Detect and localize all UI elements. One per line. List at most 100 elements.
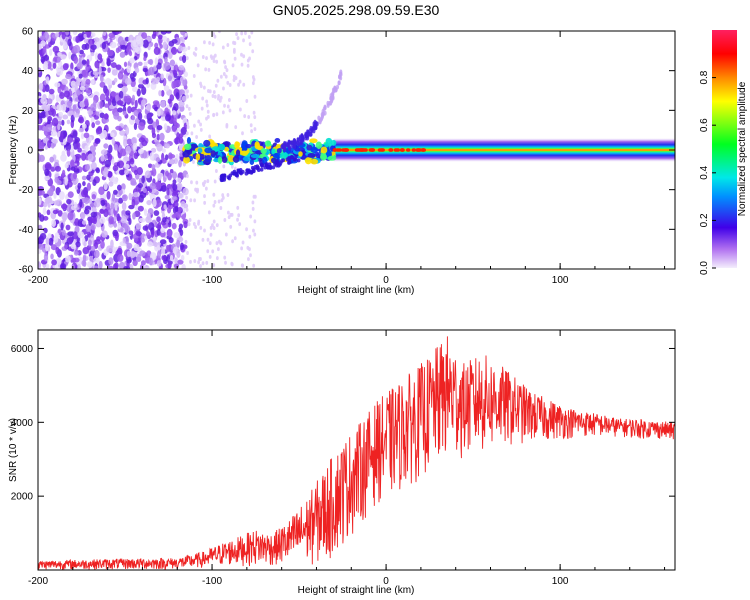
noise-blob [76,62,83,70]
noise-fringe [240,31,244,36]
noise-blob [171,222,177,230]
noise-blob [110,132,115,138]
noise-blob [107,153,113,162]
noise-blob [45,242,49,252]
noise-fringe [211,249,215,254]
noise-blob [152,121,157,129]
noise-blob [83,38,88,43]
noise-blob [65,142,72,152]
signal-fragment [232,156,240,163]
noise-blob [117,107,123,113]
branch-up [285,142,289,148]
noise-blob [121,202,127,211]
noise-blob [178,136,184,144]
noise-blob [116,184,122,191]
noise-blob [146,112,152,121]
signal-fragment [298,151,303,157]
noise-fringe [196,187,200,192]
noise-blob [72,130,78,139]
branch-down [296,158,301,163]
noise-blob [146,199,152,206]
branch-down [250,165,255,170]
noise-fringe [240,62,244,67]
noise-fringe [186,173,189,178]
noise-blob [160,227,166,234]
branch-down [271,165,276,170]
noise-blob [92,179,97,187]
noise-fringe [216,78,220,83]
signal-fragment [310,147,319,153]
noise-fringe [232,40,235,45]
noise-blob [134,200,139,206]
y-tick-label: -40 [19,225,34,236]
noise-fringe [203,40,206,45]
noise-fringe [228,82,232,87]
noise-blob [161,246,166,256]
noise-blob [170,65,175,71]
noise-blob [90,224,96,231]
noise-blob [71,205,76,211]
noise-blob [86,231,91,238]
branch-up [321,113,325,119]
noise-blob [178,56,184,61]
noise-fringe [197,119,201,124]
noise-fringe [232,77,236,82]
y-tick-label: 40 [22,66,34,77]
noise-blob [81,189,88,198]
noise-blob [155,157,161,163]
noise-blob [124,223,128,231]
noise-blob [106,265,114,269]
noise-fringe [240,52,243,57]
noise-blob [58,111,64,117]
noise-fringe [227,98,231,103]
noise-blob [53,200,60,206]
noise-blob [133,243,140,252]
noise-fringe [193,259,197,264]
noise-blob [183,71,189,78]
noise-fringe [248,56,251,61]
noise-blob [88,170,94,177]
noise-blob [90,79,95,85]
noise-blob [123,163,130,170]
noise-blob [61,212,68,221]
noise-blob [141,86,147,96]
noise-blob [39,232,47,240]
noise-blob [143,208,148,216]
noise-blob [131,198,136,208]
noise-blob [80,211,86,220]
noise-fringe [230,212,234,217]
noise-blob [156,133,161,141]
noise-blob [53,192,57,199]
noise-blob [56,104,63,111]
noise-blob [122,237,126,244]
signal-peak [393,148,399,152]
noise-blob [133,109,139,116]
signal-fragment [309,138,318,144]
noise-blob [173,103,179,111]
noise-blob [61,229,66,236]
noise-fringe [199,225,203,230]
noise-blob [76,141,81,149]
noise-blob [45,237,50,245]
noise-blob [162,217,167,223]
noise-fringe [204,67,208,72]
noise-blob [89,218,94,224]
signal-fragment [279,152,288,160]
noise-fringe [206,179,210,184]
noise-blob [117,197,124,204]
noise-blob [108,257,114,266]
noise-fringe [204,186,208,191]
noise-blob [139,264,144,269]
noise-blob [113,77,118,83]
branch-up [331,91,335,97]
noise-blob [157,108,161,117]
noise-blob [116,216,122,221]
signal-fragment [307,152,316,158]
noise-blob [164,154,169,161]
noise-blob [100,199,106,207]
noise-blob [101,41,107,50]
noise-fringe [209,54,213,59]
noise-blob [70,159,75,167]
branch-down [274,163,279,168]
noise-fringe [219,206,223,211]
